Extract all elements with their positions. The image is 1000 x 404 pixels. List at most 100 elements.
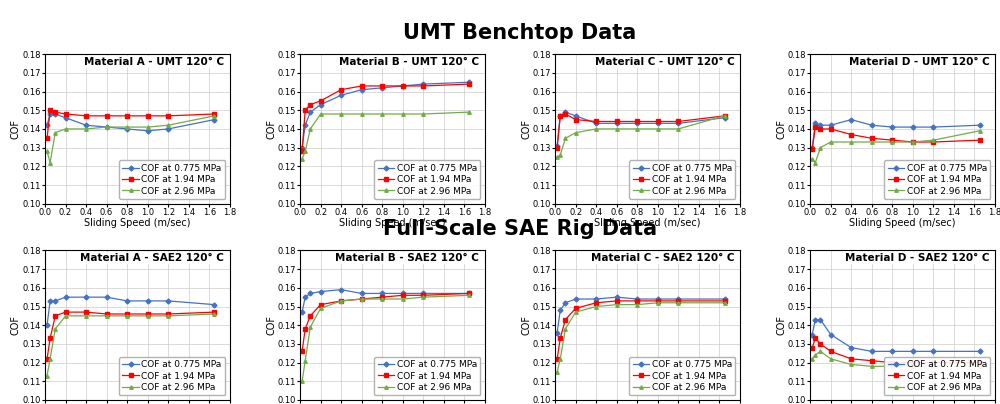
COF at 0.775 MPa xyxy=(611,121,623,126)
COF at 1.94 MPa xyxy=(927,360,939,365)
Line: COF at 0.775 MPa: COF at 0.775 MPa xyxy=(300,80,471,149)
COF at 1.94 MPa xyxy=(315,302,327,307)
COF at 0.775 MPa xyxy=(356,291,368,296)
COF at 1.94 MPa xyxy=(304,102,316,107)
COF at 1.94 MPa xyxy=(80,114,92,118)
COF at 0.775 MPa xyxy=(719,297,731,301)
X-axis label: Sliding Speed (m/sec): Sliding Speed (m/sec) xyxy=(84,218,191,228)
COF at 0.775 MPa xyxy=(296,145,308,150)
COF at 2.96 MPa xyxy=(672,126,684,131)
COF at 0.775 MPa xyxy=(570,297,582,301)
COF at 1.94 MPa xyxy=(299,326,311,331)
Line: COF at 1.94 MPa: COF at 1.94 MPa xyxy=(810,337,981,364)
COF at 2.96 MPa xyxy=(551,155,563,160)
COF at 0.775 MPa xyxy=(80,295,92,300)
Line: COF at 1.94 MPa: COF at 1.94 MPa xyxy=(300,292,471,353)
COF at 2.96 MPa xyxy=(611,302,623,307)
Text: Material D - SAE2 120° C: Material D - SAE2 120° C xyxy=(845,253,989,263)
Legend: COF at 0.775 MPa, COF at 1.94 MPa, COF at 2.96 MPa: COF at 0.775 MPa, COF at 1.94 MPa, COF a… xyxy=(884,357,990,396)
COF at 1.94 MPa xyxy=(845,132,857,137)
COF at 0.775 MPa xyxy=(162,126,174,131)
COF at 1.94 MPa xyxy=(927,140,939,145)
COF at 1.94 MPa xyxy=(296,149,308,154)
COF at 0.775 MPa xyxy=(101,295,113,300)
COF at 2.96 MPa xyxy=(162,314,174,318)
COF at 2.96 MPa xyxy=(121,125,133,130)
COF at 2.96 MPa xyxy=(208,311,220,316)
COF at 2.96 MPa xyxy=(208,114,220,118)
COF at 2.96 MPa xyxy=(296,379,308,384)
COF at 1.94 MPa xyxy=(806,147,818,152)
COF at 2.96 MPa xyxy=(162,123,174,128)
Line: COF at 0.775 MPa: COF at 0.775 MPa xyxy=(810,318,981,353)
Line: COF at 1.94 MPa: COF at 1.94 MPa xyxy=(45,310,216,361)
COF at 0.775 MPa xyxy=(806,332,818,337)
COF at 1.94 MPa xyxy=(814,341,826,346)
COF at 2.96 MPa xyxy=(44,356,56,361)
COF at 2.96 MPa xyxy=(590,304,602,309)
COF at 1.94 MPa xyxy=(570,117,582,122)
COF at 1.94 MPa xyxy=(672,119,684,124)
COF at 2.96 MPa xyxy=(907,364,919,369)
COF at 1.94 MPa xyxy=(315,99,327,103)
Y-axis label: COF: COF xyxy=(521,119,531,139)
X-axis label: Sliding Speed (m/sec): Sliding Speed (m/sec) xyxy=(594,218,701,228)
COF at 0.775 MPa xyxy=(49,299,61,303)
COF at 1.94 MPa xyxy=(121,311,133,316)
COF at 1.94 MPa xyxy=(559,112,571,116)
Y-axis label: COF: COF xyxy=(521,315,531,335)
COF at 2.96 MPa xyxy=(356,297,368,301)
COF at 0.775 MPa xyxy=(44,112,56,116)
Text: Material C - UMT 120° C: Material C - UMT 120° C xyxy=(595,57,734,67)
COF at 1.94 MPa xyxy=(806,345,818,350)
COF at 0.775 MPa xyxy=(417,82,429,86)
Legend: COF at 0.775 MPa, COF at 1.94 MPa, COF at 2.96 MPa: COF at 0.775 MPa, COF at 1.94 MPa, COF a… xyxy=(374,357,480,396)
COF at 1.94 MPa xyxy=(335,87,347,92)
COF at 0.775 MPa xyxy=(570,114,582,118)
COF at 2.96 MPa xyxy=(376,297,388,301)
COF at 0.775 MPa xyxy=(41,323,53,328)
COF at 0.775 MPa xyxy=(162,299,174,303)
COF at 2.96 MPa xyxy=(631,126,643,131)
COF at 0.775 MPa xyxy=(554,308,566,313)
COF at 2.96 MPa xyxy=(845,362,857,367)
Line: COF at 1.94 MPa: COF at 1.94 MPa xyxy=(45,109,216,140)
COF at 1.94 MPa xyxy=(121,114,133,118)
COF at 0.775 MPa xyxy=(631,297,643,301)
COF at 2.96 MPa xyxy=(886,364,898,369)
COF at 0.775 MPa xyxy=(397,291,409,296)
COF at 0.775 MPa xyxy=(845,117,857,122)
COF at 1.94 MPa xyxy=(299,108,311,113)
COF at 0.775 MPa xyxy=(590,297,602,301)
COF at 1.94 MPa xyxy=(44,108,56,113)
COF at 0.775 MPa xyxy=(559,300,571,305)
COF at 0.775 MPa xyxy=(142,128,154,133)
COF at 2.96 MPa xyxy=(101,314,113,318)
COF at 0.775 MPa xyxy=(551,143,563,148)
COF at 0.775 MPa xyxy=(417,291,429,296)
Line: COF at 1.94 MPa: COF at 1.94 MPa xyxy=(555,112,726,149)
Line: COF at 0.775 MPa: COF at 0.775 MPa xyxy=(555,295,726,335)
COF at 1.94 MPa xyxy=(814,126,826,131)
COF at 1.94 MPa xyxy=(672,299,684,303)
COF at 0.775 MPa xyxy=(121,126,133,131)
COF at 2.96 MPa xyxy=(927,138,939,143)
COF at 1.94 MPa xyxy=(41,136,53,141)
COF at 0.775 MPa xyxy=(814,317,826,322)
COF at 2.96 MPa xyxy=(825,140,837,145)
COF at 2.96 MPa xyxy=(652,126,664,131)
COF at 1.94 MPa xyxy=(554,336,566,341)
COF at 2.96 MPa xyxy=(570,310,582,315)
COF at 0.775 MPa xyxy=(208,302,220,307)
Line: COF at 2.96 MPa: COF at 2.96 MPa xyxy=(555,301,726,374)
COF at 2.96 MPa xyxy=(304,325,316,330)
COF at 2.96 MPa xyxy=(296,156,308,161)
COF at 0.775 MPa xyxy=(845,345,857,350)
COF at 0.775 MPa xyxy=(806,145,818,150)
COF at 1.94 MPa xyxy=(208,310,220,315)
COF at 0.775 MPa xyxy=(554,114,566,118)
COF at 2.96 MPa xyxy=(417,295,429,300)
COF at 1.94 MPa xyxy=(463,82,475,86)
COF at 1.94 MPa xyxy=(974,360,986,365)
COF at 1.94 MPa xyxy=(631,119,643,124)
